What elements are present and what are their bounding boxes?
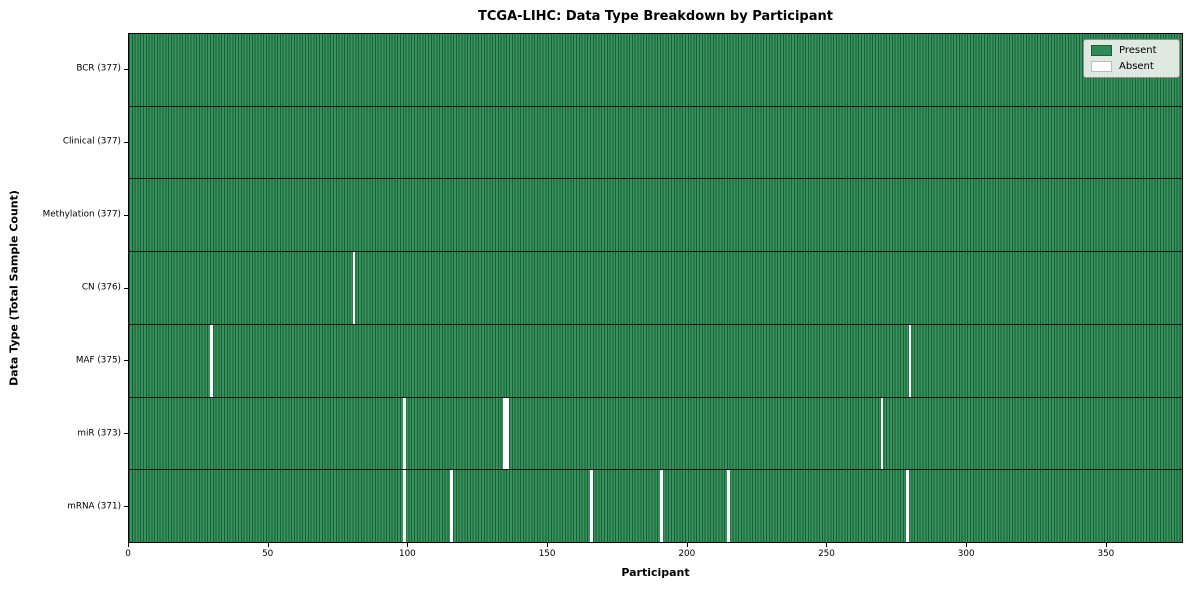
absent-marker	[659, 470, 663, 543]
x-tick-mark	[128, 543, 129, 547]
y-axis-label: Data Type (Total Sample Count)	[7, 190, 21, 386]
heatmap-row-methylation	[129, 178, 1182, 252]
heatmap-row-bcr	[129, 34, 1182, 106]
absent-marker	[352, 252, 356, 324]
absent-marker	[402, 470, 406, 543]
y-tick-mark	[124, 214, 128, 216]
absent-swatch-icon	[1091, 61, 1112, 72]
x-tick-label: 300	[957, 549, 975, 559]
heatmap-row-clinical	[129, 105, 1182, 179]
legend-present-label: Present	[1119, 44, 1157, 56]
x-tick-label: 100	[398, 549, 416, 559]
plot-area	[128, 33, 1183, 543]
heatmap-row-mrna	[129, 469, 1182, 543]
y-tick-label: miR (373)	[77, 428, 121, 439]
y-tick-label: CN (376)	[81, 282, 121, 293]
absent-marker	[590, 470, 593, 543]
absent-marker	[726, 470, 730, 543]
absent-marker	[210, 324, 213, 397]
y-tick-mark	[124, 433, 128, 435]
x-tick-mark	[826, 543, 828, 547]
x-tick-mark	[267, 543, 269, 547]
y-tick-mark	[124, 287, 128, 289]
y-tick-mark	[124, 506, 128, 508]
x-tick-mark	[1105, 543, 1107, 547]
heatmap-row-cn	[129, 251, 1182, 324]
y-tick-mark	[124, 360, 128, 362]
y-tick-mark	[124, 68, 128, 70]
y-tick-label: BCR (377)	[76, 64, 121, 75]
absent-marker	[908, 324, 912, 397]
y-tick-label: MAF (375)	[75, 355, 121, 366]
x-axis-label: Participant	[621, 566, 690, 579]
legend-item-present: Present	[1091, 45, 1172, 56]
absent-marker	[450, 470, 454, 543]
legend-item-absent: Absent	[1091, 61, 1172, 72]
x-tick-label: 150	[538, 549, 556, 559]
heatmap-row-mir	[129, 396, 1182, 470]
absent-marker	[905, 470, 909, 543]
y-tick-label: Clinical (377)	[62, 136, 121, 147]
x-tick-label: 350	[1097, 549, 1115, 559]
present-swatch-icon	[1091, 45, 1112, 56]
x-tick-mark	[407, 543, 409, 547]
absent-marker	[880, 397, 884, 470]
y-tick-mark	[124, 141, 128, 143]
x-tick-label: 200	[678, 549, 696, 559]
x-tick-label: 250	[818, 549, 835, 559]
x-tick-label: 0	[125, 549, 131, 559]
chart-title: TCGA-LIHC: Data Type Breakdown by Partic…	[478, 9, 833, 24]
absent-marker	[506, 397, 509, 470]
x-tick-mark	[686, 543, 688, 547]
x-tick-mark	[547, 543, 549, 547]
heatmap-row-maf	[129, 323, 1182, 397]
y-tick-label: mRNA (371)	[67, 501, 121, 512]
absent-marker	[402, 397, 406, 470]
y-tick-label: Methylation (377)	[42, 209, 121, 220]
x-tick-mark	[966, 543, 968, 547]
absent-marker	[503, 397, 507, 470]
legend-absent-label: Absent	[1119, 60, 1154, 72]
x-tick-label: 50	[262, 549, 274, 559]
legend: Present Absent	[1083, 39, 1180, 78]
